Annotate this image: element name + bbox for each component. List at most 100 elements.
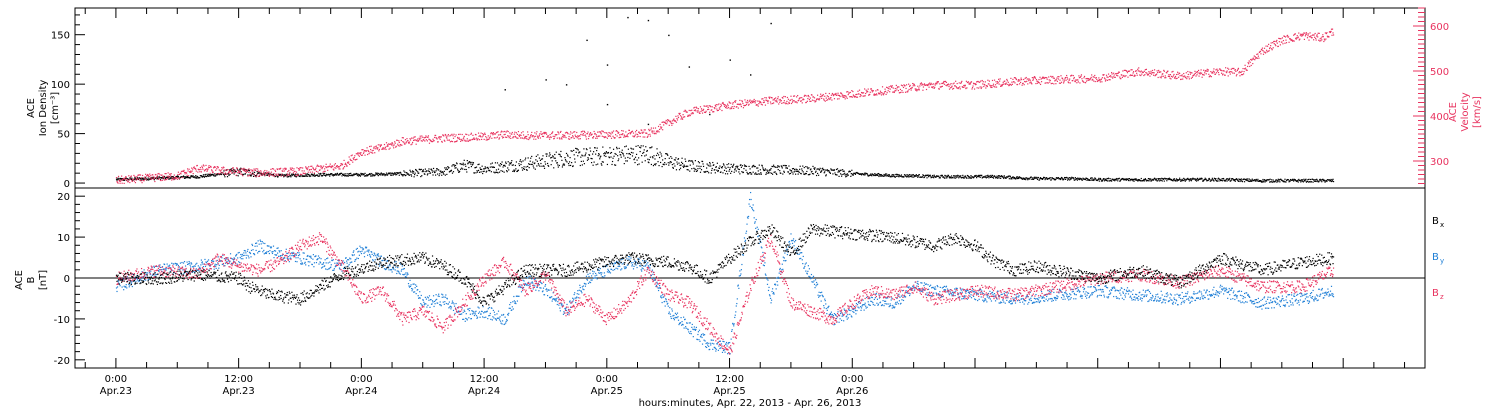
density-point xyxy=(571,150,573,152)
density-point xyxy=(498,164,500,166)
velocity-point xyxy=(703,105,705,107)
velocity-point xyxy=(920,82,922,84)
density-point xyxy=(1297,181,1299,183)
velocity-point xyxy=(982,83,984,85)
density-point xyxy=(1307,179,1309,181)
velocity-point xyxy=(713,107,715,109)
velocity-point xyxy=(1215,69,1217,71)
density-point xyxy=(932,174,934,177)
density-point xyxy=(312,175,314,177)
density-point xyxy=(1098,177,1100,179)
density-point xyxy=(1050,179,1052,181)
velocity-point xyxy=(438,136,440,138)
velocity-point xyxy=(642,132,644,134)
density-point xyxy=(1099,177,1101,180)
density-point xyxy=(595,153,597,155)
velocity-point xyxy=(680,116,683,118)
density-point xyxy=(489,166,491,168)
velocity-point xyxy=(227,168,229,171)
velocity-point xyxy=(538,135,540,137)
velocity-point xyxy=(1134,75,1136,77)
density-point xyxy=(995,176,998,178)
by-point xyxy=(123,289,125,291)
velocity-point xyxy=(263,171,265,173)
density-point xyxy=(283,176,285,178)
velocity-point xyxy=(1209,75,1211,77)
velocity-point xyxy=(379,145,381,148)
velocity-point xyxy=(1225,71,1227,73)
velocity-point xyxy=(1159,71,1161,73)
velocity-point xyxy=(1148,72,1151,74)
density-point xyxy=(585,152,587,154)
velocity-point xyxy=(464,140,466,142)
velocity-point xyxy=(132,178,134,180)
density-point xyxy=(852,174,854,176)
velocity-point xyxy=(157,173,159,175)
density-point xyxy=(960,175,962,177)
velocity-point xyxy=(1233,72,1235,74)
velocity-point xyxy=(257,168,259,170)
velocity-point xyxy=(1322,36,1324,38)
velocity-point xyxy=(800,100,802,102)
velocity-point xyxy=(829,98,831,101)
velocity-point xyxy=(1039,76,1041,78)
velocity-point xyxy=(1077,81,1079,83)
density-point xyxy=(759,173,761,175)
velocity-point xyxy=(934,84,936,86)
velocity-point xyxy=(1171,76,1174,78)
velocity-point xyxy=(263,174,265,176)
density-point xyxy=(1013,177,1015,180)
density-point xyxy=(756,173,758,175)
density-point xyxy=(679,164,681,166)
density-point xyxy=(887,175,889,177)
velocity-point xyxy=(719,108,721,110)
density-point xyxy=(507,167,509,169)
velocity-point xyxy=(1179,75,1181,77)
density-point xyxy=(1234,180,1236,182)
velocity-point xyxy=(164,173,166,175)
density-point xyxy=(945,175,948,177)
density-point xyxy=(925,174,928,177)
velocity-point xyxy=(335,165,337,168)
velocity-point xyxy=(1025,76,1027,79)
velocity-point xyxy=(428,142,431,144)
velocity-point xyxy=(1008,84,1010,86)
velocity-point xyxy=(549,133,551,136)
velocity-point xyxy=(188,175,190,177)
density-point xyxy=(846,175,848,177)
velocity-point xyxy=(571,136,573,139)
velocity-point xyxy=(483,138,485,141)
density-point xyxy=(1104,179,1107,181)
density-point xyxy=(295,176,298,178)
velocity-point xyxy=(860,95,862,97)
velocity-point xyxy=(832,93,834,95)
density-point xyxy=(927,176,930,178)
density-point xyxy=(734,169,736,171)
velocity-point xyxy=(611,131,613,133)
by-point xyxy=(146,272,148,274)
density-point xyxy=(584,155,586,157)
velocity-point xyxy=(1052,75,1054,78)
density-point xyxy=(726,173,729,175)
density-point xyxy=(789,169,791,171)
density-point xyxy=(687,169,689,171)
density-point xyxy=(1170,178,1173,181)
density-point xyxy=(439,173,441,175)
velocity-point xyxy=(801,97,803,99)
velocity-point xyxy=(343,159,345,162)
velocity-point xyxy=(178,177,180,179)
velocity-point xyxy=(174,176,176,178)
velocity-point xyxy=(369,151,371,153)
velocity-point xyxy=(1100,78,1102,80)
velocity-point xyxy=(746,102,748,104)
density-point xyxy=(949,176,952,178)
velocity-point xyxy=(886,86,888,88)
density-point xyxy=(624,146,626,148)
density-point xyxy=(457,169,459,172)
velocity-point xyxy=(600,132,602,134)
top-y-tick-label: 0 xyxy=(64,179,70,190)
velocity-point xyxy=(1274,40,1276,43)
density-point xyxy=(768,170,770,172)
density-point xyxy=(570,164,572,167)
velocity-point xyxy=(453,133,455,135)
